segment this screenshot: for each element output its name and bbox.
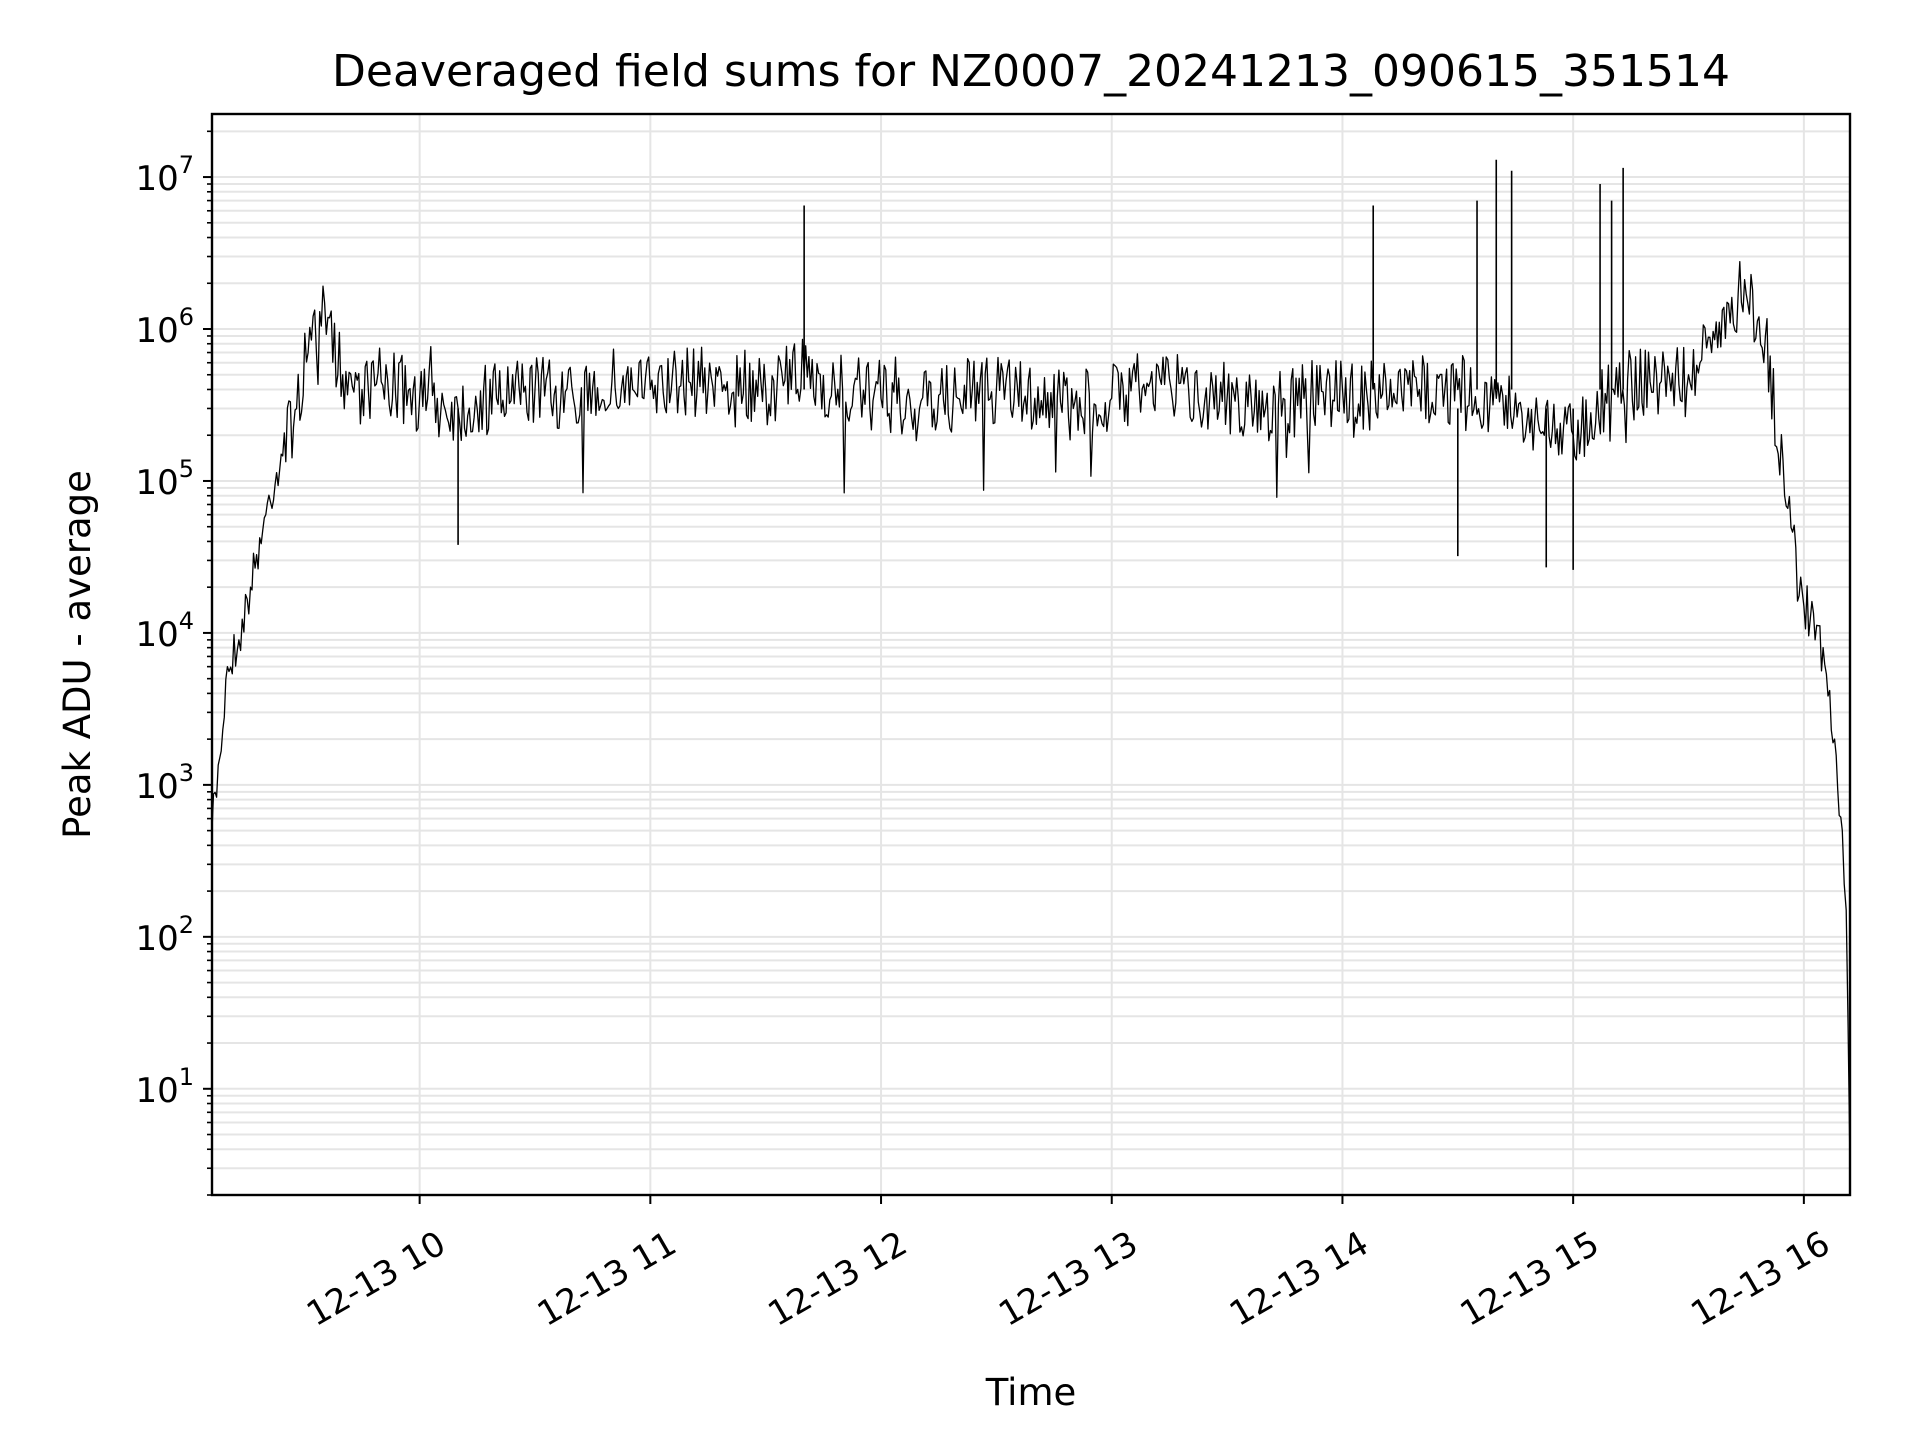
y-tick-label: 104: [135, 607, 194, 655]
y-tick-label: 103: [135, 759, 194, 807]
y-axis-ticks: 101 102 103 104 105 106 107: [135, 130, 212, 1196]
y-axis-label: Peak ADU - average: [56, 470, 99, 839]
series-line: [211, 260, 1851, 1169]
x-axis-label: Time: [985, 1371, 1077, 1414]
y-tick-label: 107: [135, 151, 194, 199]
plot-frame: [210, 112, 1852, 1197]
y-tick-label: 105: [135, 455, 194, 503]
series-group: [211, 159, 1851, 1169]
chart-title: Deaveraged field sums for NZ0007_2024121…: [332, 46, 1730, 97]
y-tick-label: 102: [135, 911, 194, 959]
grid-minor: [212, 130, 1850, 1196]
grid-major: [212, 114, 1850, 1195]
y-tick-label: 101: [135, 1063, 194, 1111]
y-tick-label: 106: [135, 303, 194, 351]
